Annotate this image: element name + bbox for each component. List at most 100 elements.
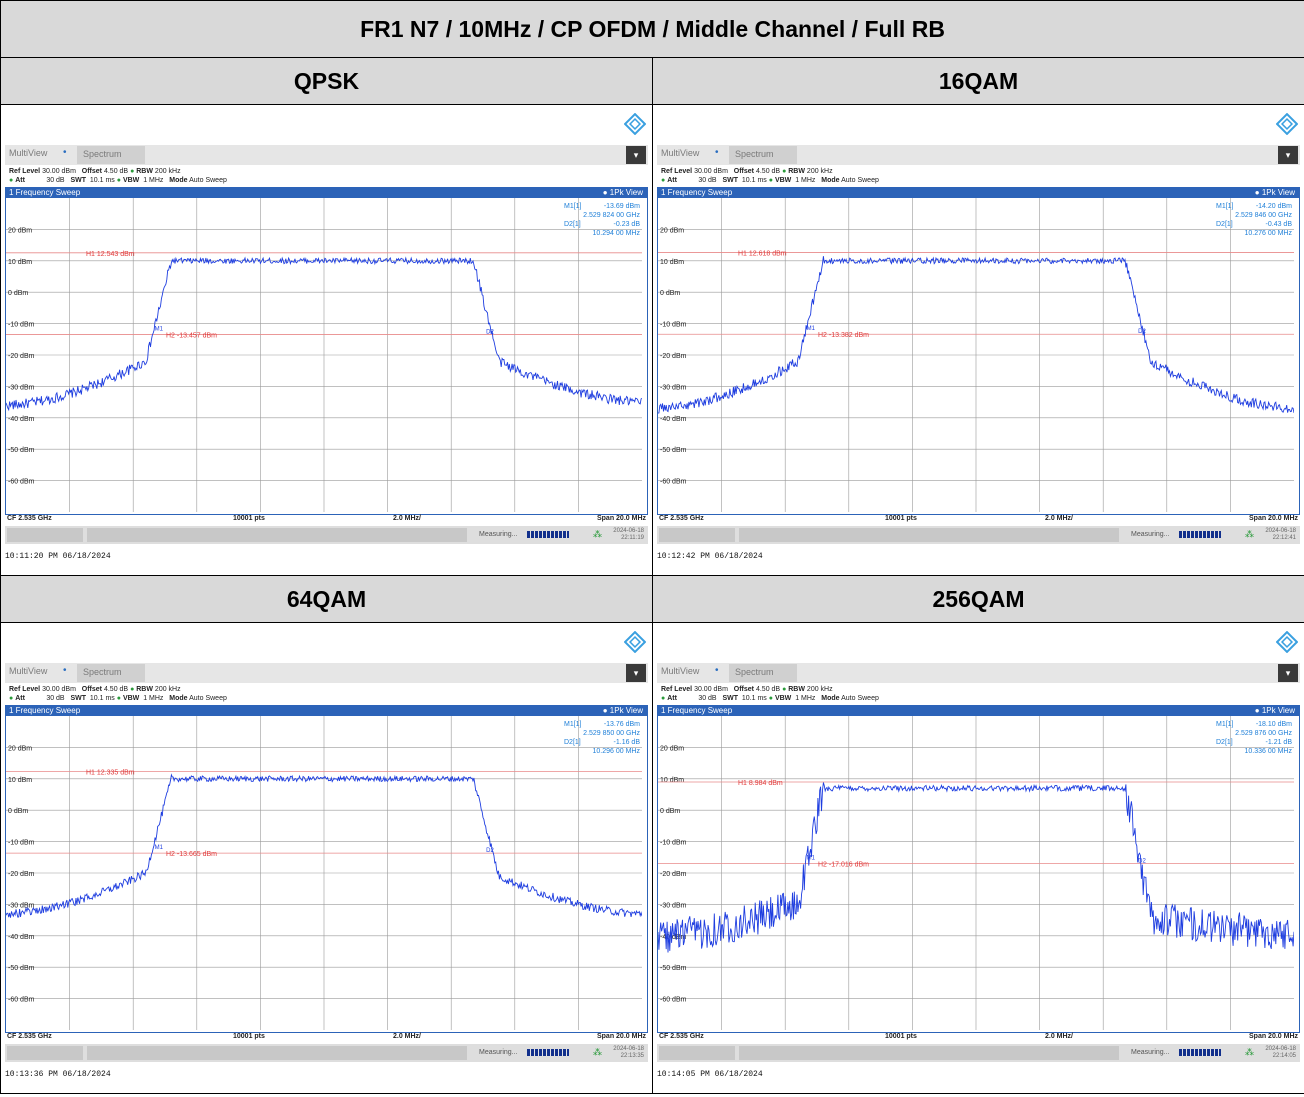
vbw-value: 1 MHz bbox=[143, 177, 164, 184]
axis-footer: CF 2.535 GHz 10001 pts 2.0 MHz/ Span 20.… bbox=[5, 514, 648, 524]
analyzer-screenshot: MultiView • Spectrum ▾ Ref Level 30.00 d… bbox=[1, 623, 652, 1093]
modulation-header-64qam: 64QAM bbox=[0, 575, 653, 623]
frequency-sweep-panel: 1 Frequency Sweep ● 1Pk View 20 dBm 10 dB… bbox=[5, 187, 648, 515]
spectrum-plot[interactable]: 20 dBm 10 dBm 0 dBm -10 dBm -20 dBm -30 dBm -4… bbox=[658, 198, 1294, 512]
d2-readout-value: -1.16 dB bbox=[614, 739, 641, 746]
d2-readout-value: -0.23 dB bbox=[614, 221, 641, 228]
d2-readout-label: D2[1] bbox=[1216, 739, 1233, 746]
rbw-label: RBW bbox=[788, 686, 805, 693]
marker-d2[interactable]: D2 bbox=[1138, 329, 1146, 335]
m1-readout-value: -13.69 dBm bbox=[604, 203, 640, 210]
span-value: Span 20.0 MHz bbox=[596, 515, 646, 522]
settings-row-1: Ref Level 30.00 dBm Offset 4.50 dB ● RBW… bbox=[9, 168, 181, 175]
measuring-status: Measuring... bbox=[1131, 531, 1170, 538]
offset-value: 4.50 dB bbox=[103, 168, 129, 175]
m1-readout-frequency: 2.529 824 00 GHz bbox=[583, 212, 640, 219]
rbw-label: RBW bbox=[788, 168, 805, 175]
y-tick-label: -60 dBm bbox=[8, 479, 35, 486]
y-tick-label: -30 dBm bbox=[8, 902, 35, 909]
status-bar: Measuring... ⁂ 2024-06-18 22:13:35 bbox=[5, 1044, 648, 1062]
vbw-value: 1 MHz bbox=[143, 695, 164, 702]
d2-readout-label: D2[1] bbox=[1216, 221, 1233, 228]
tab-multiview[interactable]: MultiView bbox=[661, 666, 700, 676]
tab-spectrum[interactable]: Spectrum bbox=[77, 146, 145, 164]
status-datetime: 2024-06-18 22:11:19 bbox=[613, 528, 644, 542]
panel-title: 1 Frequency Sweep bbox=[9, 188, 81, 197]
rbw-value: 200 kHz bbox=[806, 168, 833, 175]
ref-level-value: 30.00 dBm bbox=[694, 686, 728, 693]
marker-d2[interactable]: D2 bbox=[486, 329, 494, 335]
spectrum-plot[interactable]: 20 dBm 10 dBm 0 dBm -10 dBm -20 dBm -30 dBm -4… bbox=[6, 198, 642, 512]
analyzer-screenshot: MultiView • Spectrum ▾ Ref Level 30.00 d… bbox=[653, 105, 1304, 575]
status-segment bbox=[87, 528, 467, 542]
pk-view-text: 1Pk View bbox=[609, 706, 643, 715]
dropdown-button[interactable]: ▾ bbox=[1278, 146, 1299, 164]
ref-level-label: Ref Level bbox=[661, 168, 693, 175]
marker-m1[interactable]: M1 bbox=[155, 326, 164, 332]
spectrum-trace bbox=[658, 256, 1294, 414]
tab-spectrum[interactable]: Spectrum bbox=[729, 664, 797, 682]
marker-m1[interactable]: M1 bbox=[155, 845, 164, 851]
y-tick-label: -20 dBm bbox=[8, 353, 35, 360]
screenshot-cell-256qam: MultiView • Spectrum ▾ Ref Level 30.00 d… bbox=[651, 622, 1304, 1094]
spectrum-plot[interactable]: 20 dBm 10 dBm 0 dBm -10 dBm -20 dBm -30 dBm -4… bbox=[6, 716, 642, 1030]
spectrum-plot[interactable]: 20 dBm 10 dBm 0 dBm -10 dBm -20 dBm -30 dBm -4… bbox=[658, 716, 1294, 1030]
status-date: 2024-06-18 bbox=[1265, 528, 1297, 534]
marker-d2[interactable]: D2 bbox=[1138, 859, 1146, 865]
status-datetime: 2024-06-18 22:13:35 bbox=[613, 1046, 644, 1060]
ref-level-label: Ref Level bbox=[661, 686, 693, 693]
capture-timestamp: 10:14:05 PM 06/18/2024 bbox=[657, 1070, 763, 1079]
y-tick-label: 0 dBm bbox=[8, 290, 28, 297]
frequency-per-division: 2.0 MHz/ bbox=[393, 515, 422, 522]
swt-label: SWT bbox=[722, 695, 739, 702]
marker-m1[interactable]: M1 bbox=[807, 856, 816, 862]
panel-title-bar: 1 Frequency Sweep ● 1Pk View bbox=[658, 188, 1300, 198]
ref-level-value: 30.00 dBm bbox=[42, 686, 76, 693]
y-tick-label: -10 dBm bbox=[8, 322, 35, 329]
screenshot-cell-16qam: MultiView • Spectrum ▾ Ref Level 30.00 d… bbox=[651, 104, 1304, 576]
y-tick-label: -50 dBm bbox=[660, 965, 687, 972]
panel-title: 1 Frequency Sweep bbox=[661, 706, 733, 715]
dropdown-button[interactable]: ▾ bbox=[626, 146, 646, 164]
coupled-indicator-icon: ● bbox=[661, 695, 666, 702]
analyzer-screenshot: MultiView • Spectrum ▾ Ref Level 30.00 d… bbox=[1, 105, 652, 575]
span-value: Span 20.0 MHz bbox=[1249, 515, 1299, 522]
rohde-schwarz-logo-icon bbox=[1276, 113, 1299, 135]
points-count: 10001 pts bbox=[233, 1033, 265, 1040]
tab-multiview[interactable]: MultiView bbox=[9, 148, 48, 158]
frequency-per-division: 2.0 MHz/ bbox=[393, 1033, 422, 1040]
vbw-label: VBW bbox=[122, 695, 140, 702]
analyzer-screenshot: MultiView • Spectrum ▾ Ref Level 30.00 d… bbox=[653, 623, 1304, 1093]
tab-spectrum[interactable]: Spectrum bbox=[729, 146, 797, 164]
y-tick-label: -20 dBm bbox=[660, 353, 687, 360]
settings-row-2: ● Att 30 dB SWT 10.1 ms ● VBW 1 MHz Mode… bbox=[661, 177, 879, 184]
dropdown-button[interactable]: ▾ bbox=[626, 664, 646, 682]
coupled-indicator-icon: ● bbox=[116, 177, 121, 184]
mode-value: Auto Sweep bbox=[189, 177, 227, 184]
d2-readout-frequency: 10.276 00 MHz bbox=[1245, 230, 1293, 237]
swt-label: SWT bbox=[70, 695, 87, 702]
spectrum-trace bbox=[6, 773, 642, 918]
status-time: 22:11:19 bbox=[621, 535, 644, 541]
y-tick-label: -50 dBm bbox=[660, 447, 687, 454]
panel-title-bar: 1 Frequency Sweep ● 1Pk View bbox=[6, 706, 647, 716]
marker-d2[interactable]: D2 bbox=[486, 848, 494, 854]
d2-readout-label: D2[1] bbox=[564, 221, 581, 228]
tab-spectrum[interactable]: Spectrum bbox=[77, 664, 145, 682]
rbw-value: 200 kHz bbox=[806, 686, 833, 693]
tab-multiview[interactable]: MultiView bbox=[9, 666, 48, 676]
tab-multiview[interactable]: MultiView bbox=[661, 148, 700, 158]
status-segment bbox=[87, 1046, 467, 1060]
coupled-indicator-icon: ● bbox=[9, 695, 14, 702]
marker-m1[interactable]: M1 bbox=[807, 326, 816, 332]
network-icon: ⁂ bbox=[1245, 529, 1254, 539]
y-tick-label: 0 dBm bbox=[8, 808, 28, 815]
y-tick-label: 0 dBm bbox=[660, 290, 680, 297]
rohde-schwarz-logo-icon bbox=[624, 113, 646, 135]
status-date: 2024-06-18 bbox=[1265, 1046, 1297, 1052]
status-time: 22:14:05 bbox=[1272, 1053, 1297, 1059]
center-frequency: CF 2.535 GHz bbox=[659, 515, 704, 522]
panel-title-bar: 1 Frequency Sweep ● 1Pk View bbox=[6, 188, 647, 198]
dropdown-button[interactable]: ▾ bbox=[1278, 664, 1299, 682]
status-date: 2024-06-18 bbox=[613, 1046, 644, 1052]
